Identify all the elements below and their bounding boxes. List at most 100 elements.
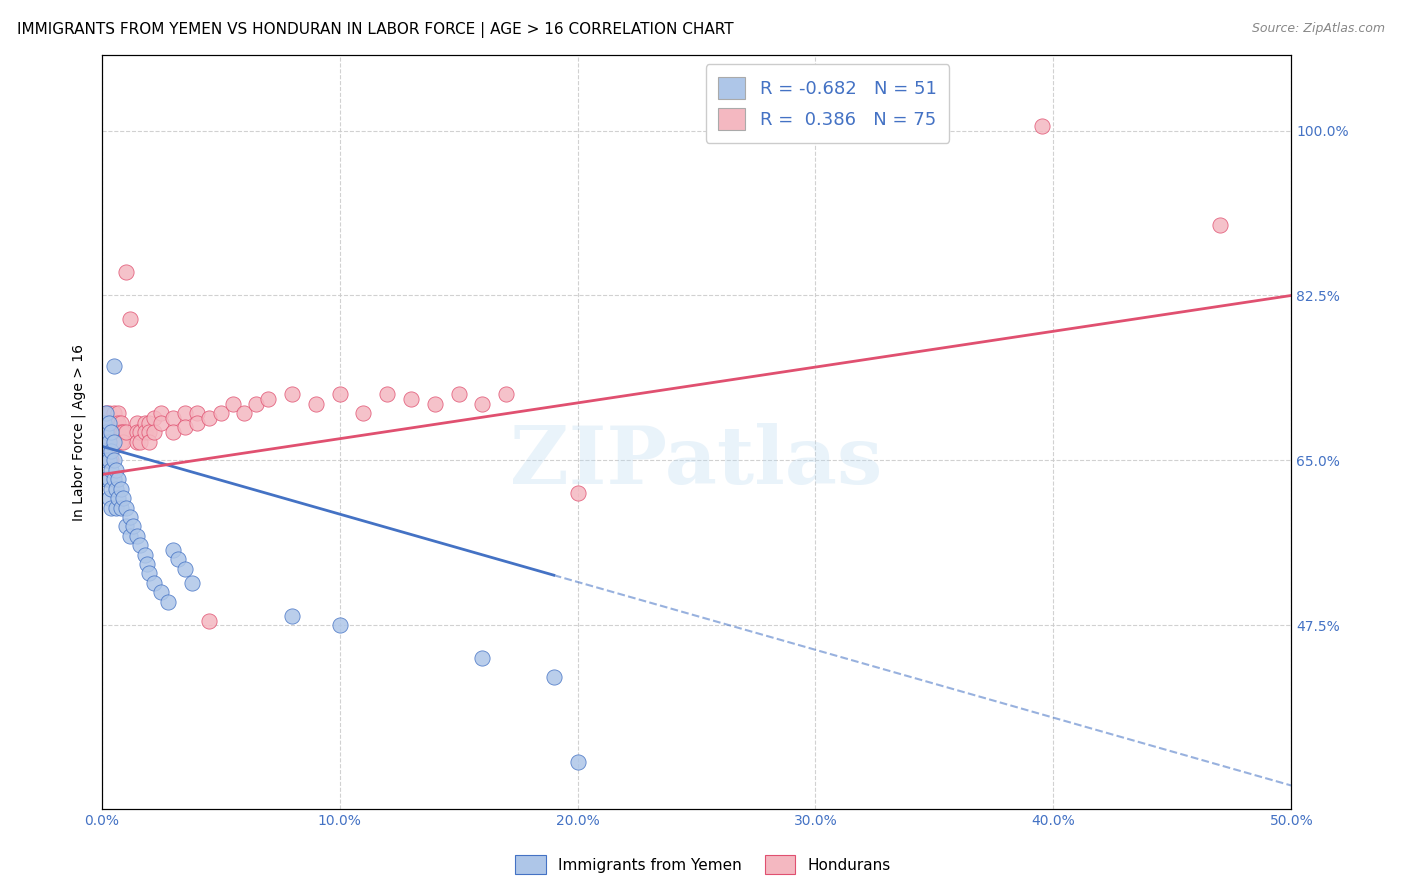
Point <box>128 434 150 449</box>
Point <box>97 434 120 449</box>
Point <box>186 406 208 420</box>
Point <box>107 472 129 486</box>
Point <box>100 434 122 449</box>
Point <box>120 510 142 524</box>
Point <box>112 434 135 449</box>
Point <box>100 444 122 458</box>
Point <box>107 416 129 430</box>
Point <box>103 406 125 420</box>
Point <box>110 482 132 496</box>
Point <box>150 585 173 599</box>
Point <box>100 463 122 477</box>
Point <box>103 434 125 449</box>
Point <box>97 406 120 420</box>
Point <box>96 416 118 430</box>
Point <box>138 416 160 430</box>
Point <box>128 425 150 439</box>
Point <box>174 562 197 576</box>
Point <box>121 519 143 533</box>
Point <box>471 397 494 411</box>
Point <box>100 482 122 496</box>
Point <box>100 500 122 515</box>
Text: Source: ZipAtlas.com: Source: ZipAtlas.com <box>1251 22 1385 36</box>
Point <box>134 425 156 439</box>
Point <box>471 651 494 665</box>
Point <box>96 425 118 439</box>
Point <box>162 425 184 439</box>
Point <box>543 670 565 684</box>
Point <box>134 416 156 430</box>
Point <box>112 491 135 505</box>
Point <box>93 434 115 449</box>
Point <box>567 755 589 769</box>
Point <box>128 538 150 552</box>
Point <box>104 425 127 439</box>
Point <box>96 425 118 439</box>
Point <box>423 397 446 411</box>
Point <box>166 552 188 566</box>
Legend: R = -0.682   N = 51, R =  0.386   N = 75: R = -0.682 N = 51, R = 0.386 N = 75 <box>706 64 949 143</box>
Point <box>186 416 208 430</box>
Point <box>97 472 120 486</box>
Point <box>97 491 120 505</box>
Point <box>257 392 280 406</box>
Legend: Immigrants from Yemen, Hondurans: Immigrants from Yemen, Hondurans <box>509 849 897 880</box>
Point <box>100 425 122 439</box>
Point <box>162 542 184 557</box>
Point <box>120 312 142 326</box>
Point <box>281 608 304 623</box>
Point <box>103 425 125 439</box>
Point <box>447 387 470 401</box>
Point <box>197 411 219 425</box>
Point <box>96 434 118 449</box>
Point <box>567 486 589 500</box>
Point <box>96 444 118 458</box>
Point <box>93 416 115 430</box>
Point <box>150 406 173 420</box>
Point <box>97 453 120 467</box>
Point <box>97 416 120 430</box>
Point <box>495 387 517 401</box>
Point <box>107 491 129 505</box>
Point <box>93 425 115 439</box>
Point <box>114 425 136 439</box>
Point <box>1031 119 1053 133</box>
Text: IMMIGRANTS FROM YEMEN VS HONDURAN IN LABOR FORCE | AGE > 16 CORRELATION CHART: IMMIGRANTS FROM YEMEN VS HONDURAN IN LAB… <box>17 22 734 38</box>
Point <box>96 453 118 467</box>
Point <box>143 575 166 590</box>
Point <box>97 416 120 430</box>
Point <box>281 387 304 401</box>
Point <box>143 425 166 439</box>
Point <box>104 416 127 430</box>
Point <box>110 425 132 439</box>
Point <box>112 425 135 439</box>
Point <box>114 500 136 515</box>
Point <box>127 529 149 543</box>
Point <box>329 618 352 632</box>
Point <box>143 411 166 425</box>
Point <box>107 425 129 439</box>
Point <box>103 416 125 430</box>
Text: ZIPatlas: ZIPatlas <box>510 424 883 501</box>
Point <box>162 411 184 425</box>
Point <box>233 406 256 420</box>
Point <box>197 614 219 628</box>
Point <box>174 406 197 420</box>
Point <box>375 387 398 401</box>
Point <box>181 575 204 590</box>
Point <box>114 265 136 279</box>
Point <box>352 406 374 420</box>
Point <box>103 359 125 373</box>
Point <box>127 425 149 439</box>
Point <box>97 453 120 467</box>
Point <box>103 472 125 486</box>
Point <box>107 406 129 420</box>
Point <box>104 482 127 496</box>
Point <box>96 472 118 486</box>
Point <box>97 425 120 439</box>
Point <box>399 392 422 406</box>
Point <box>97 444 120 458</box>
Point <box>103 453 125 467</box>
Point <box>329 387 352 401</box>
Point <box>221 397 243 411</box>
